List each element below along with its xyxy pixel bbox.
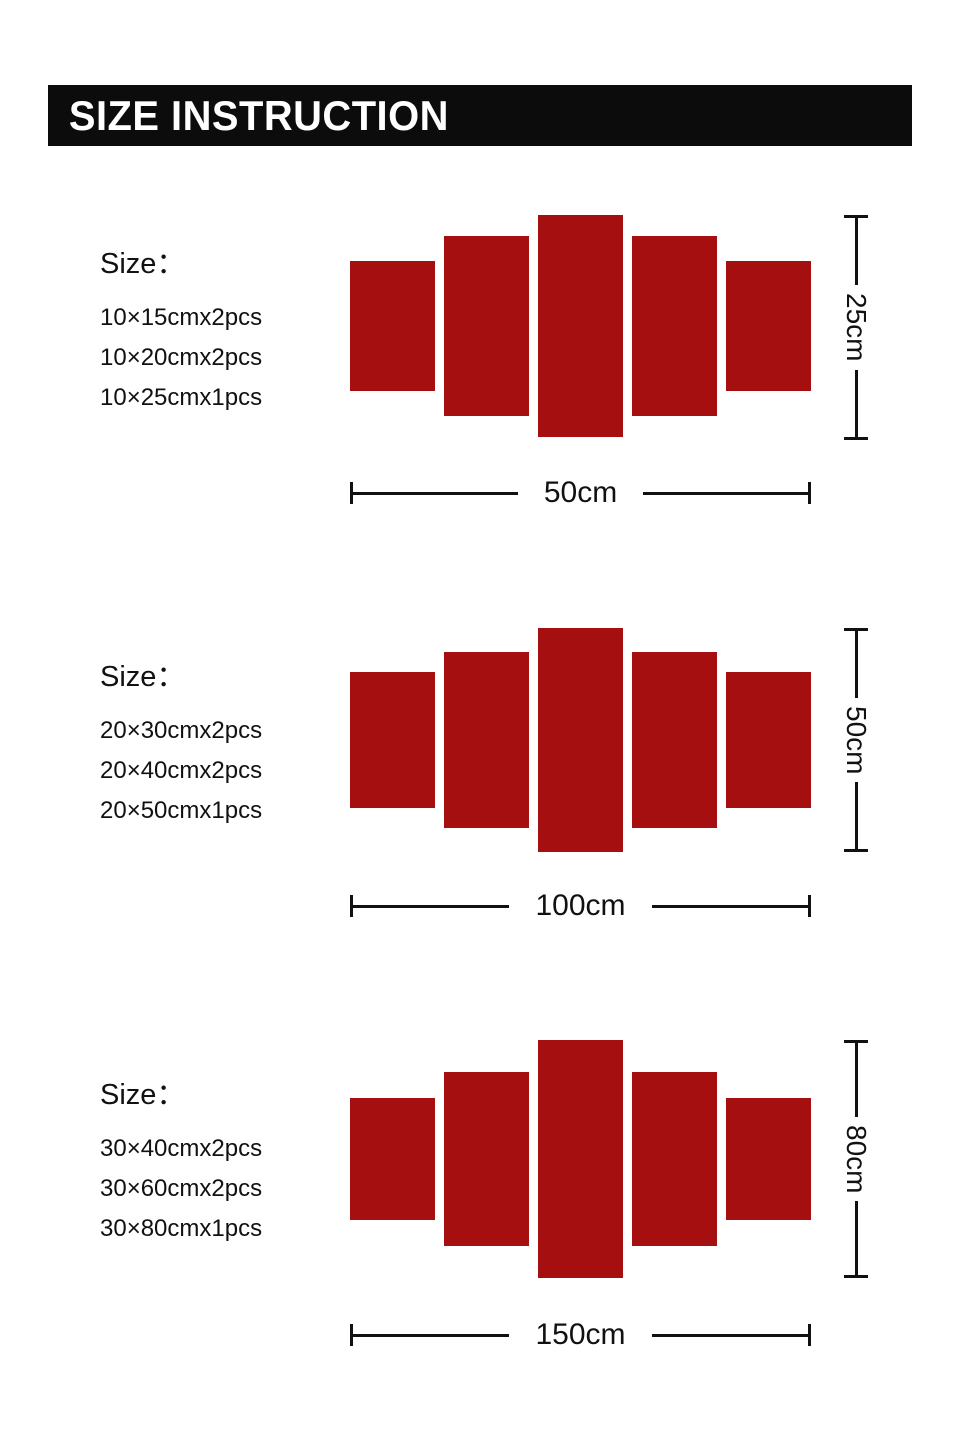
dimension-line <box>651 904 809 908</box>
dimension-tick <box>844 1040 868 1043</box>
piece-size-line: 10×15cmx2pcs <box>100 304 263 331</box>
canvas-panel <box>538 1040 623 1278</box>
canvas-panel <box>350 261 435 391</box>
height-dimension: 25cm <box>838 215 874 440</box>
dimension-line <box>854 1043 858 1117</box>
dimension-tick <box>844 1275 868 1278</box>
size-section-small: Size： 10×15cmx2pcs 10×20cmx2pcs 10×25cmx… <box>0 200 959 612</box>
piece-size-line: 10×20cmx2pcs <box>100 344 263 371</box>
height-dimension: 80cm <box>838 1040 874 1278</box>
dimension-tick <box>350 1324 353 1346</box>
header-banner: SIZE INSTRUCTION <box>48 85 912 146</box>
dimension-tick <box>844 628 868 631</box>
dimension-line <box>854 1201 858 1275</box>
dimension-tick <box>808 482 812 504</box>
canvas-panel <box>632 1072 717 1246</box>
piece-size-line: 20×40cmx2pcs <box>100 757 263 784</box>
canvas-panel <box>632 236 717 416</box>
dimension-line <box>651 1333 809 1337</box>
height-label: 50cm <box>841 705 872 775</box>
canvas-panels <box>350 215 811 437</box>
height-label: 80cm <box>841 1124 872 1194</box>
canvas-panel <box>444 1072 529 1246</box>
piece-size-line: 10×25cmx1pcs <box>100 384 263 411</box>
dimension-tick <box>350 482 353 504</box>
width-dimension: 150cm <box>350 1318 812 1352</box>
canvas-panel <box>444 236 529 416</box>
size-text-block: Size： 20×30cmx2pcs 20×40cmx2pcs 20×50cmx… <box>100 653 262 831</box>
dimension-line <box>854 369 858 437</box>
dimension-tick <box>844 215 868 218</box>
dimension-line <box>353 904 510 908</box>
canvas-panel <box>350 1098 435 1220</box>
size-section-medium: Size： 20×30cmx2pcs 20×40cmx2pcs 20×50cmx… <box>0 613 959 1025</box>
piece-size-line: 30×60cmx2pcs <box>100 1175 263 1202</box>
dimension-line <box>854 218 858 286</box>
piece-size-line: 30×40cmx2pcs <box>100 1135 263 1162</box>
width-label: 100cm <box>535 889 626 922</box>
canvas-panel <box>350 672 435 808</box>
dimension-line <box>854 782 858 849</box>
canvas-panel <box>538 215 623 437</box>
size-section-large: Size： 30×40cmx2pcs 30×60cmx2pcs 30×80cmx… <box>0 1025 959 1429</box>
width-label: 50cm <box>543 476 618 509</box>
dimension-line <box>353 1333 510 1337</box>
size-text-block: Size： 10×15cmx2pcs 10×20cmx2pcs 10×25cmx… <box>100 240 262 418</box>
canvas-panel <box>726 261 811 391</box>
size-label: Size： <box>100 1079 186 1111</box>
piece-size-line: 20×30cmx2pcs <box>100 717 263 744</box>
dimension-tick <box>808 895 812 917</box>
dimension-line <box>643 491 809 495</box>
width-dimension: 100cm <box>350 889 812 923</box>
dimension-line <box>854 631 858 698</box>
piece-size-line: 20×50cmx1pcs <box>100 797 263 824</box>
canvas-panel <box>444 652 529 828</box>
height-label: 25cm <box>841 293 872 362</box>
canvas-panel <box>632 652 717 828</box>
dimension-tick <box>844 437 868 440</box>
canvas-panels <box>350 1040 811 1278</box>
size-label: Size： <box>100 661 186 693</box>
canvas-panel <box>726 672 811 808</box>
height-dimension: 50cm <box>838 628 874 852</box>
dimension-tick <box>844 849 868 852</box>
width-dimension: 50cm <box>350 476 812 510</box>
size-label: Size： <box>100 248 186 280</box>
canvas-panel <box>726 1098 811 1220</box>
dimension-tick <box>350 895 353 917</box>
canvas-panels <box>350 628 811 852</box>
width-label: 150cm <box>535 1318 626 1351</box>
page-title: SIZE INSTRUCTION <box>68 91 449 139</box>
size-text-block: Size： 30×40cmx2pcs 30×60cmx2pcs 30×80cmx… <box>100 1071 262 1249</box>
dimension-tick <box>808 1324 812 1346</box>
piece-size-line: 30×80cmx1pcs <box>100 1215 263 1242</box>
dimension-line <box>353 491 518 495</box>
canvas-panel <box>538 628 623 852</box>
